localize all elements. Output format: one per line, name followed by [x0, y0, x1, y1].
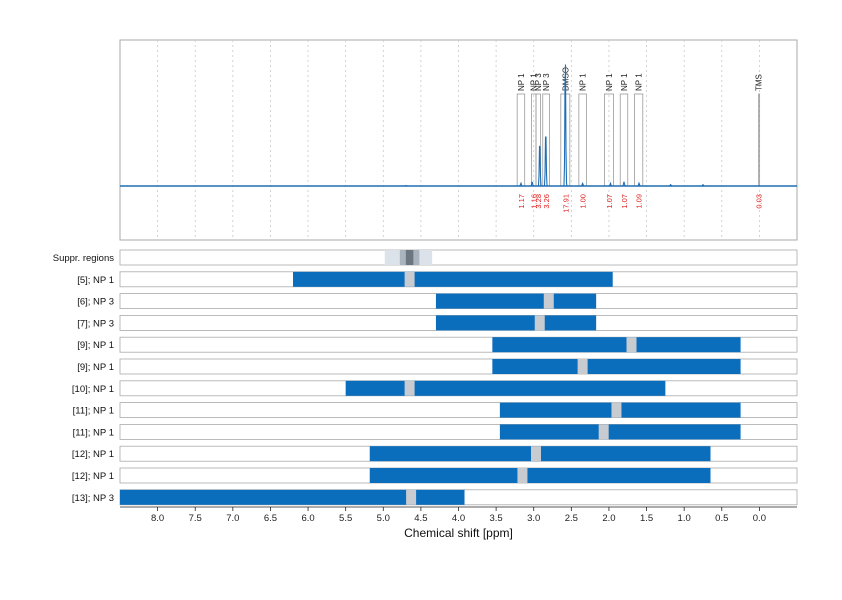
x-tick-label: 3.0: [527, 513, 540, 524]
x-tick-label: 3.5: [490, 513, 503, 524]
range-row-label: [6]; NP 3: [77, 297, 114, 308]
range-row-label: [5]; NP 1: [77, 275, 114, 286]
range-gap: [577, 359, 588, 374]
annotation-label: NP 3: [542, 73, 551, 91]
annotation-label: NP 1: [517, 73, 526, 91]
range-bar: [369, 468, 711, 483]
suppr-row-label: Suppr. regions: [53, 253, 115, 264]
suppr-row-frame: [119, 249, 798, 266]
x-tick-label: 4.5: [414, 513, 427, 524]
integral-value: 17.91: [561, 194, 570, 213]
range-gap: [534, 315, 545, 331]
range-row-label: [7]; NP 3: [77, 318, 114, 329]
integral-value: 1.00: [579, 194, 588, 209]
x-tick-label: 5.0: [377, 513, 390, 524]
range-row-label: [11]; NP 1: [73, 427, 114, 438]
integral-value: 1.09: [635, 194, 644, 209]
annotation-label: TMS: [755, 74, 764, 91]
range-gap: [517, 468, 528, 483]
integral-value: 1.07: [605, 194, 614, 209]
annotation-label: NP 1: [530, 73, 539, 91]
range-row-label: [13]; NP 3: [72, 493, 114, 504]
x-tick-label: 2.0: [602, 513, 615, 524]
x-tick-label: 7.0: [226, 513, 239, 524]
range-bar: [345, 380, 666, 396]
x-axis: 8.0 7.5 7.0 6.5 6.0 5.5 5.0 4.5 4.0 3.5 3.0 2.5 2.0 1…: [120, 506, 797, 540]
x-axis-title: Chemical shift [ppm]: [404, 526, 513, 540]
range-gap: [404, 271, 415, 287]
range-row-label: [9]; NP 1: [77, 340, 114, 351]
annotation-label: NP 1: [605, 73, 614, 91]
range-bar: [499, 424, 741, 440]
integral-value: 0.03: [755, 194, 764, 209]
range-bar: [435, 293, 597, 309]
x-tick-label: 7.5: [189, 513, 202, 524]
range-bar: [120, 489, 465, 505]
x-tick-label: 1.0: [678, 513, 691, 524]
integral-value: 3.26: [542, 194, 551, 209]
integral-value: 1.16: [530, 194, 539, 209]
x-tick-label: 1.5: [640, 513, 653, 524]
annotation-label: NP 1: [635, 73, 644, 91]
x-tick-label: 6.5: [264, 513, 277, 524]
annotation-label: NP 1: [579, 73, 588, 91]
x-tick-label: 5.5: [339, 513, 352, 524]
x-tick-label: 8.0: [151, 513, 164, 524]
integral-value: 3.28: [534, 194, 543, 209]
range-gap: [404, 380, 415, 396]
range-row-label: [10]; NP 1: [72, 384, 114, 395]
range-bar: [492, 359, 741, 374]
integral-value: 1.07: [620, 194, 629, 209]
integral-value: 1.17: [517, 194, 526, 209]
range-row-label: [12]; NP 1: [72, 471, 114, 482]
range-row-label: [9]; NP 1: [77, 362, 114, 373]
range-bar: [492, 337, 741, 353]
range-gap: [611, 402, 622, 418]
annotation-label: NP 3: [534, 73, 543, 91]
range-row-label: [11]; NP 1: [73, 406, 114, 417]
range-bar: [435, 315, 597, 331]
range-gap: [530, 446, 541, 462]
x-tick-label: 6.0: [301, 513, 314, 524]
range-gap: [406, 489, 417, 505]
range-gap: [626, 337, 637, 353]
x-tick-label: 4.0: [452, 513, 465, 524]
x-tick-label: 0.0: [753, 513, 766, 524]
range-row-label: [12]; NP 1: [72, 449, 114, 460]
x-tick-label: 2.5: [565, 513, 578, 524]
annotation-label: NP 1: [620, 73, 629, 91]
range-gap: [598, 424, 609, 440]
range-bar: [293, 271, 613, 287]
range-gap: [543, 293, 554, 309]
x-tick-label: 0.5: [715, 513, 728, 524]
range-rows-panel: Suppr. regions [5]; NP 1 [6]; NP 3 [7]; NP …: [53, 249, 798, 506]
suppr-region-inner: [405, 250, 414, 265]
